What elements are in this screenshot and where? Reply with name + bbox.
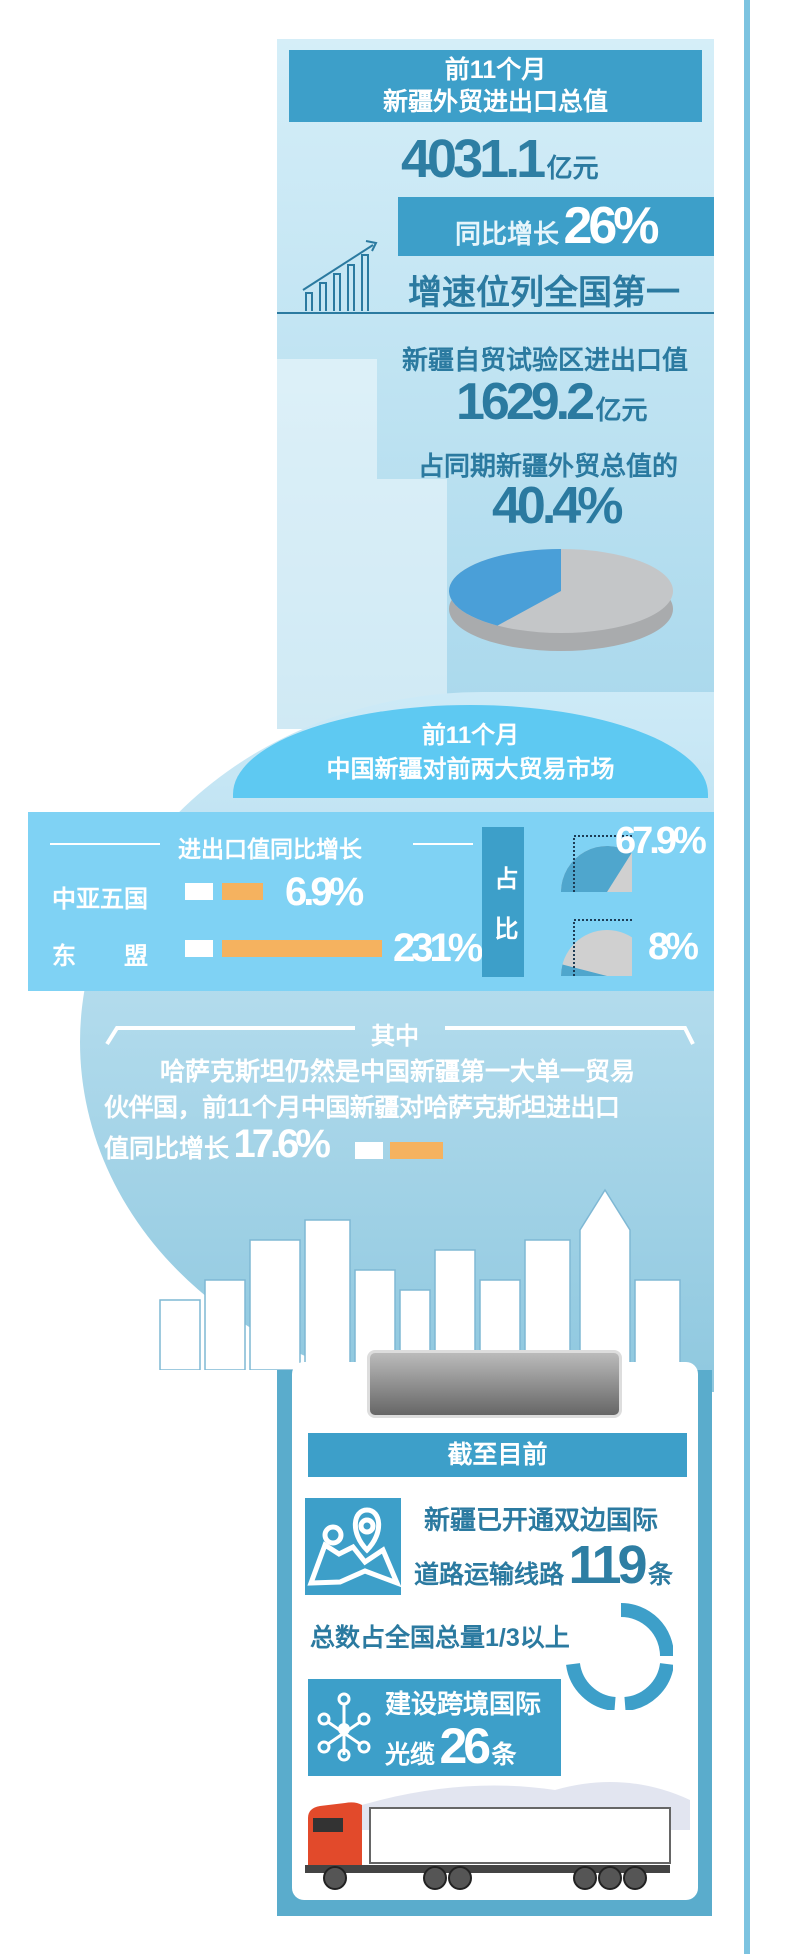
market-name: 东 盟 <box>52 943 148 970</box>
growth-value: 231% <box>393 926 483 970</box>
share-rest <box>561 930 632 976</box>
title-line: 新疆外贸进出口总值 <box>382 88 608 116</box>
markets-panel: 进出口值同比增长 中亚五国 6.9% 东 盟 231% 占比 67.9% 8% <box>28 812 714 991</box>
building-graphic <box>377 479 447 729</box>
page-side-rule <box>744 0 750 1954</box>
share-slice <box>561 846 632 892</box>
bracket-divider <box>105 1026 695 1046</box>
city-skyline-illustration <box>159 1188 681 1370</box>
truck-icon <box>305 1782 690 1890</box>
body-text: 伙伴国，前11个月中国新疆对哈萨克斯坦进出口 <box>104 1094 620 1122</box>
ftz-unit: 亿元 <box>595 395 648 425</box>
section-heading: 其中 <box>371 1023 419 1050</box>
kazakhstan-growth-value: 17.6% <box>233 1122 330 1166</box>
title-line: 前11个月 <box>421 722 520 749</box>
share-chart-asean <box>561 919 632 976</box>
cable-unit: 条 <box>491 1741 517 1769</box>
share-value: 67.9% <box>615 820 707 862</box>
section-title: 前11个月 新疆外贸进出口总值 <box>289 50 702 122</box>
share-text: 总数占全国总量1/3以上 <box>310 1624 570 1652</box>
one-third-ring-chart <box>566 1603 673 1710</box>
total-unit: 亿元 <box>546 153 599 183</box>
leader-line <box>573 835 632 892</box>
growth-line: 值同比增长 17.6% <box>104 1122 331 1166</box>
title-line: 前11个月 <box>444 56 547 84</box>
share-value-row: 40.4% <box>492 477 623 535</box>
road-count: 119 <box>568 1535 647 1595</box>
growth-chart-icon <box>302 240 378 311</box>
leader-line <box>573 919 632 976</box>
clipboard-clip <box>367 1350 622 1418</box>
growth-bar <box>222 940 382 957</box>
building-graphic <box>277 359 377 729</box>
market-name: 中亚五国 <box>52 886 148 913</box>
cable-count-row: 光缆 26 条 <box>385 1721 517 1771</box>
markets-header: 前11个月 中国新疆对前两大贸易市场 <box>233 705 708 798</box>
total-value-row: 4031.1 亿元 <box>401 132 599 186</box>
divider <box>50 843 160 845</box>
cable-text: 建设跨境国际 <box>385 1689 542 1719</box>
share-slice <box>561 964 607 976</box>
map-pin-icon <box>305 1498 402 1595</box>
growth-row: 同比增长 26% <box>455 197 660 255</box>
rank-text: 增速位列全国第一 <box>408 274 680 312</box>
share-chart-central-asia <box>561 835 632 892</box>
ftz-label: 新疆自贸试验区进出口值 <box>402 345 689 375</box>
share-pie-chart <box>449 549 673 651</box>
share-label: 占同期新疆外贸总值的 <box>418 451 679 481</box>
ftz-value-row: 1629.2 亿元 <box>456 376 648 428</box>
growth-label: 同比增长 <box>455 219 560 249</box>
road-count-row: 道路运输线路 119 条 <box>414 1538 673 1592</box>
body-text: 值同比增长 <box>104 1135 230 1163</box>
growth-bar <box>390 1142 443 1159</box>
growth-value: 6.9% <box>285 870 364 914</box>
cable-text: 光缆 <box>385 1741 436 1769</box>
growth-header: 进出口值同比增长 <box>178 836 362 862</box>
road-text: 新疆已开通双边国际 <box>424 1505 659 1535</box>
legend-square <box>355 1142 383 1159</box>
network-icon <box>317 1692 371 1762</box>
growth-bar <box>222 883 263 900</box>
share-value: 40.4% <box>492 477 623 535</box>
cable-panel: 建设跨境国际 光缆 26 条 <box>308 1679 561 1776</box>
ftz-value: 1629.2 <box>456 373 595 431</box>
share-header: 占比 <box>482 827 524 977</box>
growth-band <box>398 197 714 256</box>
title-line: 中国新疆对前两大贸易市场 <box>326 756 615 783</box>
divider <box>277 312 714 314</box>
body-text: 哈萨克斯坦仍然是中国新疆第一大单一贸易 <box>160 1058 636 1086</box>
growth-value: 26% <box>563 197 659 255</box>
road-text: 道路运输线路 <box>414 1561 565 1589</box>
share-value: 8% <box>648 926 699 968</box>
cable-count: 26 <box>439 1718 491 1774</box>
legend-square <box>185 940 213 957</box>
section-heading: 截至目前 <box>308 1433 687 1477</box>
total-value: 4031.1 <box>401 129 546 189</box>
divider <box>413 843 473 845</box>
road-unit: 条 <box>648 1561 674 1589</box>
legend-square <box>185 883 213 900</box>
pie-slice-ftz <box>449 549 561 626</box>
